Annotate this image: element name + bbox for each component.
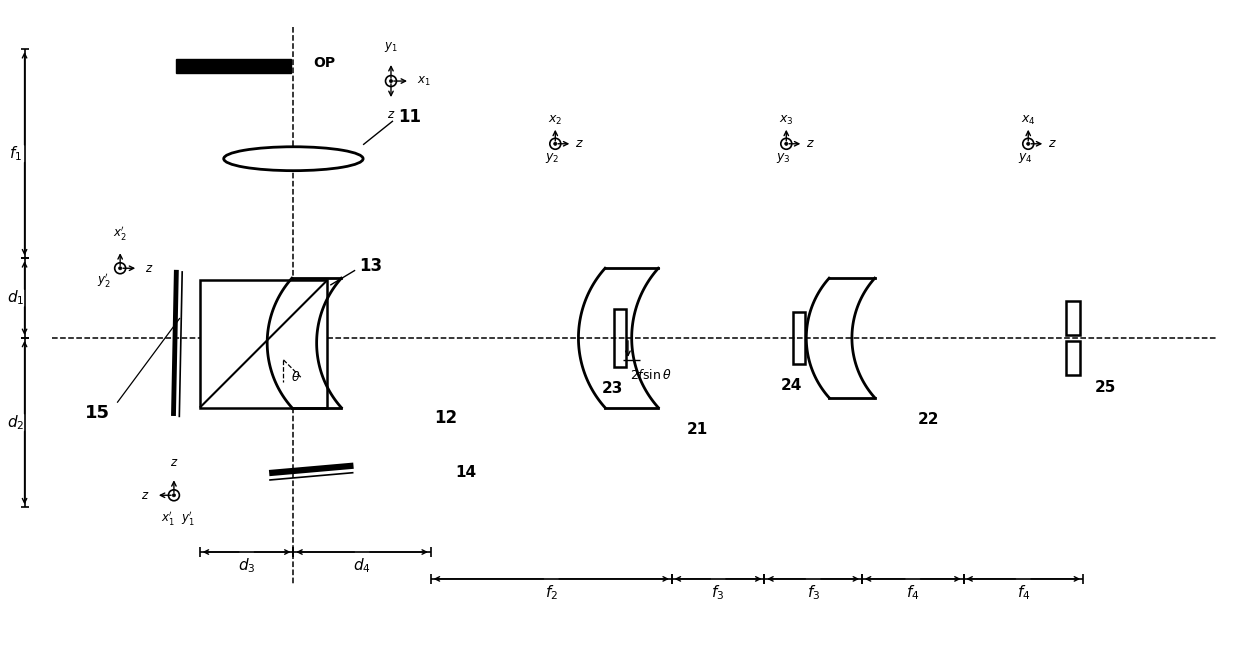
Text: $d_2$: $d_2$ [7, 413, 25, 432]
Circle shape [389, 80, 393, 83]
Text: $z$: $z$ [140, 489, 149, 502]
Text: 14: 14 [456, 465, 477, 480]
Text: 11: 11 [398, 108, 420, 126]
Circle shape [1023, 138, 1034, 149]
Text: $d_1$: $d_1$ [7, 289, 25, 307]
Text: $y_4$: $y_4$ [1018, 151, 1033, 165]
Circle shape [114, 262, 125, 273]
Circle shape [386, 76, 397, 87]
Text: $z$: $z$ [170, 456, 179, 469]
Circle shape [554, 142, 557, 145]
Bar [794, 312, 805, 364]
Bar [1066, 341, 1080, 375]
Text: 24: 24 [780, 378, 802, 393]
Text: $\theta$: $\theta$ [290, 370, 300, 384]
Ellipse shape [223, 146, 363, 170]
Circle shape [119, 266, 122, 270]
Text: $f_2$: $f_2$ [544, 583, 558, 602]
Text: $f_4$: $f_4$ [906, 583, 920, 602]
Text: $z$: $z$ [575, 137, 584, 150]
Text: 12: 12 [434, 409, 456, 426]
Text: $y_1'$: $y_1'$ [181, 509, 195, 527]
Text: 25: 25 [1095, 380, 1116, 395]
Text: $z$: $z$ [387, 108, 396, 121]
Text: $x_2$: $x_2$ [548, 114, 563, 128]
Text: $x_4$: $x_4$ [1021, 114, 1035, 128]
Circle shape [549, 138, 560, 149]
Circle shape [169, 490, 180, 501]
Text: OP: OP [314, 56, 336, 70]
Circle shape [172, 494, 176, 497]
Bar [1066, 301, 1080, 335]
Text: 15: 15 [84, 404, 110, 422]
Text: 22: 22 [918, 412, 940, 427]
Text: $z$: $z$ [806, 137, 815, 150]
Circle shape [1027, 142, 1030, 145]
Text: $d_4$: $d_4$ [353, 557, 371, 575]
Text: $y_1$: $y_1$ [384, 40, 398, 54]
Bar [614, 309, 626, 367]
Text: $2f\sin\theta$: $2f\sin\theta$ [630, 368, 672, 382]
Text: $f_4$: $f_4$ [1017, 583, 1030, 602]
Text: $d_3$: $d_3$ [238, 557, 255, 575]
Bar [176, 59, 291, 73]
Circle shape [785, 142, 787, 145]
Circle shape [781, 138, 792, 149]
Text: 13: 13 [360, 257, 382, 275]
Text: $f_3$: $f_3$ [712, 583, 724, 602]
Text: $y_2'$: $y_2'$ [97, 272, 110, 289]
Text: $z$: $z$ [145, 262, 154, 275]
Text: $f_1$: $f_1$ [9, 145, 22, 163]
Text: $x_3$: $x_3$ [779, 114, 794, 128]
Text: 21: 21 [687, 422, 708, 437]
Text: $z$: $z$ [1048, 137, 1056, 150]
Text: $x_2'$: $x_2'$ [113, 224, 126, 242]
Text: $x_1$: $x_1$ [417, 75, 430, 87]
Text: $x_1'$: $x_1'$ [161, 509, 175, 527]
Bar [200, 280, 327, 408]
Text: $y_2$: $y_2$ [546, 151, 559, 165]
Text: $y_3$: $y_3$ [776, 151, 791, 165]
Text: 23: 23 [601, 381, 622, 396]
Text: $f_3$: $f_3$ [806, 583, 820, 602]
